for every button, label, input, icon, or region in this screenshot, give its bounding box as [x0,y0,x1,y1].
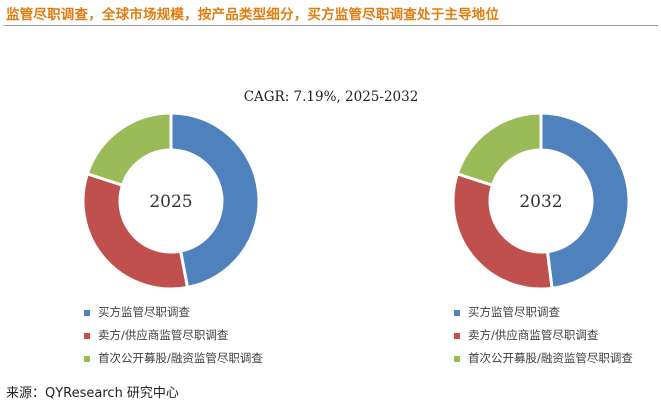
title-divider [4,25,658,26]
donut-center-label-2032: 2032 [519,192,562,212]
legend-label-2032-3: 首次公开募股/融资监管尽职调查 [468,351,633,365]
legend-swatch-2025-2 [84,333,90,339]
cagr-annotation: CAGR: 7.19%, 2025-2032 [244,89,419,105]
legend-swatch-2032-1 [454,310,460,316]
legend-swatch-2032-3 [454,356,460,362]
legend-label-2032-2: 卖方/供应商监管尽职调查 [468,328,599,342]
legend-swatch-2025-1 [84,310,90,316]
source-note: 来源：QYResearch 研究中心 [6,386,179,401]
page-title: 监管尽职调查，全球市场规模，按产品类型细分，买方监管尽职调查处于主导地位 [6,7,500,23]
donut-2025-slice-2 [81,171,190,291]
donut-2032-slice-3 [455,111,543,188]
donut-2032-slice-1 [539,111,631,290]
donut-2025-slice-1 [169,111,261,290]
legend-label-2025-2: 卖方/供应商监管尽职调查 [98,328,229,342]
legend-swatch-2025-3 [84,356,90,362]
legend-label-2032-1: 买方监管尽职调查 [468,305,560,319]
legend-swatch-2032-2 [454,333,460,339]
donut-2032-slice-2 [451,171,554,291]
legend-label-2025-3: 首次公开募股/融资监管尽职调查 [98,351,263,365]
donut-center-label-2025: 2025 [149,192,192,212]
legend-label-2025-1: 买方监管尽职调查 [98,305,190,319]
donut-2025-slice-3 [85,111,173,188]
